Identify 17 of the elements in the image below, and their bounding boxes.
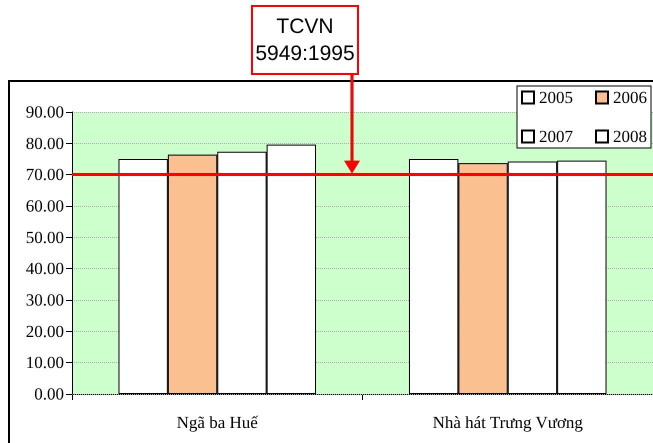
y-tick-label: 10.00 [26, 353, 64, 372]
y-tick-label: 20.00 [26, 322, 64, 341]
y-tick-label: 50.00 [26, 228, 64, 247]
y-tick-label: 0.00 [34, 384, 64, 404]
y-tick-label: 80.00 [26, 134, 64, 153]
y-tick-label: 90.00 [26, 102, 64, 122]
x-tick-label: Ngã ba Huế [176, 413, 258, 432]
y-tick-label: 40.00 [26, 259, 64, 278]
y-tick-label: 30.00 [26, 290, 64, 310]
legend-label: 2006 [613, 88, 647, 107]
x-tick-label: Nhà hát Trưng Vương [432, 413, 584, 432]
y-tick-label: 70.00 [26, 165, 64, 184]
text: TCVN 5949:1995 [251, 5, 359, 75]
legend-label: 2005 [539, 88, 573, 107]
legend-label: 2007 [539, 127, 574, 146]
legend-label: 2008 [613, 127, 647, 146]
y-tick-label: 60.00 [26, 196, 64, 216]
